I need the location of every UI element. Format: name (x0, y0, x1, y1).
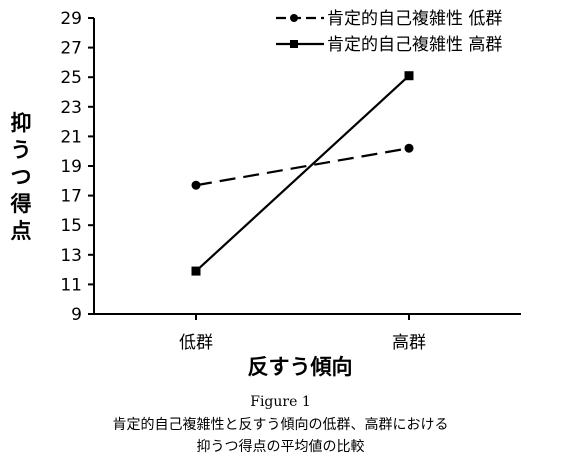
data-point-circle (191, 180, 201, 190)
y-tick-label: 17 (60, 187, 82, 207)
data-point-square (191, 266, 201, 276)
series-layer (191, 71, 414, 276)
legend-label: 肯定的自己複雑性 低群 (327, 9, 502, 29)
y-tick-label: 9 (71, 305, 82, 325)
y-tick-label: 27 (60, 39, 82, 59)
legend-item: 肯定的自己複雑性 高群 (276, 35, 502, 55)
data-point-circle (404, 143, 414, 153)
figure-caption-line-2: 抑うつ得点の平均値の比較 (196, 439, 365, 455)
series-line (195, 74, 410, 272)
x-axis-ticks: 低群 高群 (179, 314, 426, 353)
series-low (191, 143, 414, 190)
figure-caption-line-1: 肯定的自己複雑性と反すう傾向の低群、高群における (112, 417, 449, 433)
x-category-label: 低群 (179, 333, 213, 353)
y-tick-label: 19 (60, 157, 82, 177)
y-tick-label: 21 (60, 127, 82, 147)
y-tick-label: 23 (60, 98, 82, 118)
series-line (195, 147, 410, 187)
y-tick-label: 15 (60, 216, 82, 236)
legend-marker-square (290, 40, 298, 48)
y-tick-label: 29 (60, 9, 82, 29)
y-axis-ticks: 9 11 13 15 17 19 21 23 25 27 29 (60, 9, 94, 325)
series-high (191, 71, 414, 276)
y-axis-title: 抑うつ得点 (10, 111, 32, 243)
y-tick-label: 13 (60, 246, 82, 266)
x-axis-title: 反すう傾向 (248, 355, 353, 379)
y-tick-label: 25 (60, 68, 82, 88)
figure-number: Figure 1 (250, 394, 311, 410)
legend-item: 肯定的自己複雑性 低群 (276, 9, 502, 29)
legend-label: 肯定的自己複雑性 高群 (327, 35, 502, 55)
x-category-label: 高群 (392, 333, 426, 353)
data-point-square (404, 71, 414, 81)
y-tick-label: 11 (60, 275, 82, 295)
legend-marker-circle (290, 14, 298, 22)
